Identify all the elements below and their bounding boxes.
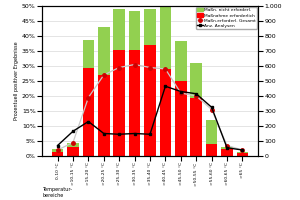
Bar: [190, 63, 202, 98]
Bar: [144, 45, 156, 156]
Bar: [98, 75, 110, 156]
Bar: [129, 10, 140, 49]
Bar: [113, 9, 125, 49]
Bar: [129, 49, 140, 156]
Y-axis label: Prozentuell positiver Ergebnisse: Prozentuell positiver Ergebnisse: [14, 42, 19, 120]
Bar: [237, 153, 248, 156]
Legend: Maßn. nicht erforderl., Maßnahme erforderlich, Maßn.erforderl. Gesamt, Anz. Anal: Maßn. nicht erforderl., Maßnahme erforde…: [196, 7, 257, 29]
X-axis label: Temperatur-
bereiche: Temperatur- bereiche: [42, 187, 72, 198]
Bar: [206, 120, 218, 144]
Bar: [82, 68, 94, 156]
Bar: [190, 98, 202, 156]
Bar: [67, 147, 79, 156]
Bar: [221, 147, 233, 148]
Bar: [237, 152, 248, 153]
Bar: [52, 152, 63, 156]
Bar: [206, 144, 218, 156]
Bar: [98, 27, 110, 75]
Bar: [52, 148, 63, 152]
Bar: [144, 9, 156, 45]
Bar: [160, 6, 171, 69]
Bar: [113, 49, 125, 156]
Bar: [175, 81, 187, 156]
Bar: [160, 69, 171, 156]
Bar: [175, 40, 187, 81]
Bar: [221, 148, 233, 156]
Bar: [67, 142, 79, 147]
Bar: [82, 40, 94, 68]
